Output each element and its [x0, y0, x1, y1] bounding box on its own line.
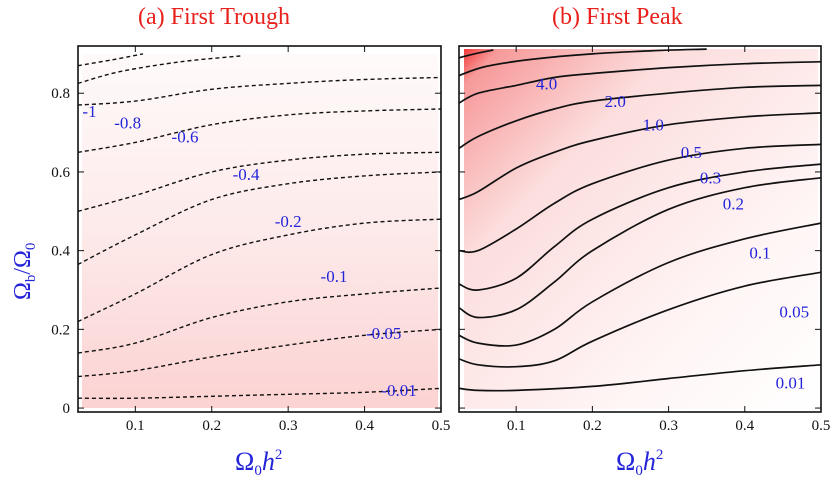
contour-line--1	[78, 76, 441, 106]
contour-line-unlabeled-8	[78, 55, 243, 85]
panel-b-ticks: 0.1 0.2 0.3 0.4 0.5	[459, 46, 830, 434]
contour-label: -0.4	[233, 165, 260, 184]
y-tick-label: 0	[63, 401, 71, 417]
panel-a-title: (a) First Trough	[138, 4, 291, 30]
contour-label: 0.05	[779, 303, 809, 322]
y-tick-label: 0.6	[51, 165, 70, 181]
panel-b-xlabel: Ω0h2	[616, 447, 663, 479]
y-tick-label: 0.4	[51, 244, 70, 260]
contour-label: 0.2	[723, 194, 744, 213]
contour-label: -0.2	[275, 212, 302, 231]
contour-label: 2.0	[605, 92, 626, 111]
contour-label: 0.5	[681, 143, 702, 162]
contour-line-0.05	[459, 271, 821, 368]
contour-label: 0.01	[776, 373, 806, 392]
contour-label: -0.8	[114, 114, 141, 133]
contour-line--0.2	[78, 218, 441, 323]
panel-a-fill	[82, 54, 438, 408]
contour-line--0.1	[78, 287, 441, 354]
contour-line-unlabeled-9	[78, 53, 144, 67]
x-tick-label: 0.3	[659, 418, 678, 434]
contour-label: 0.1	[749, 244, 770, 263]
panel-a-contour-labels: -0.01 -0.05 -0.1 -0.2 -0.4 -0.6 -0.8 -1	[82, 102, 416, 400]
contour-line-4.0	[459, 60, 821, 104]
contour-line-0.1	[459, 222, 821, 347]
contour-line-0.2	[459, 176, 821, 319]
x-tick-label: 0.5	[432, 418, 451, 434]
panel-a-xlabel: Ω0h2	[235, 447, 282, 479]
x-tick-label: 0.1	[126, 418, 145, 434]
panel-b-contour-labels: 0.01 0.05 0.1 0.20.3 0.5 1.0 2.0 4.0	[536, 74, 809, 392]
panel-a-ylabel: Ωb/Ω0	[10, 243, 39, 300]
contour-label: -1	[82, 102, 96, 121]
contour-line-0.01	[459, 363, 821, 392]
panel-b-contours	[459, 48, 821, 392]
y-tick-label: 0.8	[51, 86, 70, 102]
contour-label: -0.05	[366, 324, 401, 343]
contour-line--0.05	[78, 328, 441, 378]
contour-label: -0.01	[381, 381, 416, 400]
x-tick-label: 0.3	[279, 418, 298, 434]
contour-label: -0.6	[172, 127, 199, 146]
contour-line-1.0	[459, 112, 821, 201]
panel-b-border	[458, 45, 822, 413]
x-tick-label: 0.1	[507, 418, 526, 434]
contour-label: -0.1	[321, 267, 348, 286]
panel-a-ticks: 0.1 0.2 0.3 0.4 0.5 0 0.2 0.4 0.6 0.8	[51, 46, 450, 434]
contour-line-unlabeled-9	[459, 48, 707, 77]
contour-line--0.01	[78, 387, 441, 400]
y-tick-label: 0.2	[51, 322, 70, 338]
x-tick-label: 0.4	[355, 418, 374, 434]
contour-line--0.6	[78, 151, 441, 212]
panel-b-title: (b) First Peak	[552, 4, 683, 30]
contour-label: 1.0	[643, 116, 664, 135]
contour-label: 4.0	[536, 74, 557, 93]
x-tick-label: 0.4	[735, 418, 754, 434]
contour-line--0.8	[78, 108, 441, 153]
contour-line-0.3	[459, 163, 821, 291]
contour-label: 0.3	[700, 169, 721, 188]
contour-line-2.0	[459, 84, 821, 150]
contour-line-0.5	[459, 143, 821, 254]
panel-a-contours	[78, 53, 441, 400]
contour-line-unlabeled-10	[459, 49, 494, 59]
contour-line--0.4	[78, 171, 441, 266]
panel-b-fill	[464, 49, 818, 409]
x-tick-label: 0.2	[583, 418, 602, 434]
panel-a-border	[77, 45, 442, 413]
x-tick-label: 0.2	[202, 418, 221, 434]
x-tick-label: 0.5	[812, 418, 830, 434]
